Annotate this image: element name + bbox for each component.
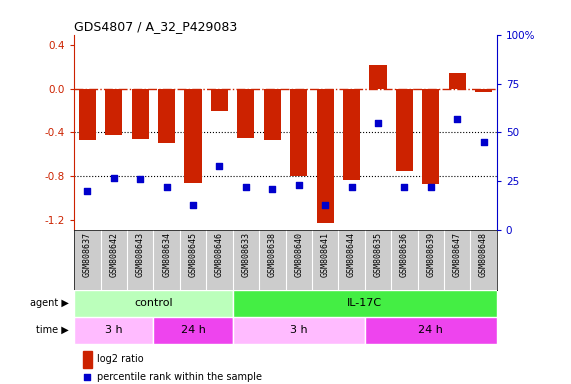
Text: GSM808640: GSM808640 [294,232,303,277]
Text: GSM808633: GSM808633 [242,232,251,277]
Bar [79,89,96,140]
Point [136,176,145,182]
Text: GSM808638: GSM808638 [268,232,277,277]
Text: GSM808637: GSM808637 [83,232,92,277]
Text: GSM808647: GSM808647 [453,232,462,277]
Point [162,184,171,190]
Text: GSM808644: GSM808644 [347,232,356,277]
Point [347,184,356,190]
Bar [290,89,307,176]
Bar [184,89,202,182]
Point [268,186,277,192]
Bar [475,89,492,92]
Bar [238,89,255,138]
Text: IL-17C: IL-17C [347,298,383,308]
Bar [233,290,497,317]
Point [400,184,409,190]
Text: log2 ratio: log2 ratio [98,354,144,364]
Point [188,202,198,208]
Text: GSM808646: GSM808646 [215,232,224,277]
Text: time ▶: time ▶ [36,325,69,335]
Text: 24 h: 24 h [180,325,206,335]
Text: GSM808639: GSM808639 [426,232,435,277]
Bar [343,89,360,180]
Point [83,374,92,380]
Bar [396,89,413,170]
Bar [422,89,439,184]
Text: GSM808642: GSM808642 [109,232,118,277]
Text: GSM808648: GSM808648 [479,232,488,277]
Bar [211,89,228,111]
Bar [449,73,466,89]
Bar [316,89,333,223]
Text: percentile rank within the sample: percentile rank within the sample [98,372,263,382]
Point [320,202,329,208]
Text: GSM808643: GSM808643 [136,232,145,277]
Text: GSM808636: GSM808636 [400,232,409,277]
Point [215,163,224,169]
Text: 3 h: 3 h [105,325,123,335]
Text: GSM808635: GSM808635 [373,232,383,277]
Text: control: control [134,298,173,308]
Point [83,188,92,194]
Bar [105,89,122,135]
Point [109,174,118,180]
Text: GSM808634: GSM808634 [162,232,171,277]
Bar [365,317,497,344]
Text: GDS4807 / A_32_P429083: GDS4807 / A_32_P429083 [74,20,238,33]
Bar [83,351,92,369]
Bar [74,317,154,344]
Bar [264,89,281,140]
Point [294,182,303,189]
Bar [154,317,233,344]
Point [453,116,462,122]
Text: 3 h: 3 h [290,325,308,335]
Point [242,184,251,190]
Bar [132,89,149,139]
Text: GSM808641: GSM808641 [320,232,329,277]
Text: agent ▶: agent ▶ [30,298,69,308]
Bar [158,89,175,143]
Bar [74,290,233,317]
Bar [369,65,387,89]
Bar [233,317,365,344]
Text: GSM808645: GSM808645 [188,232,198,277]
Text: 24 h: 24 h [419,325,443,335]
Point [373,120,383,126]
Point [426,184,435,190]
Point [479,139,488,146]
